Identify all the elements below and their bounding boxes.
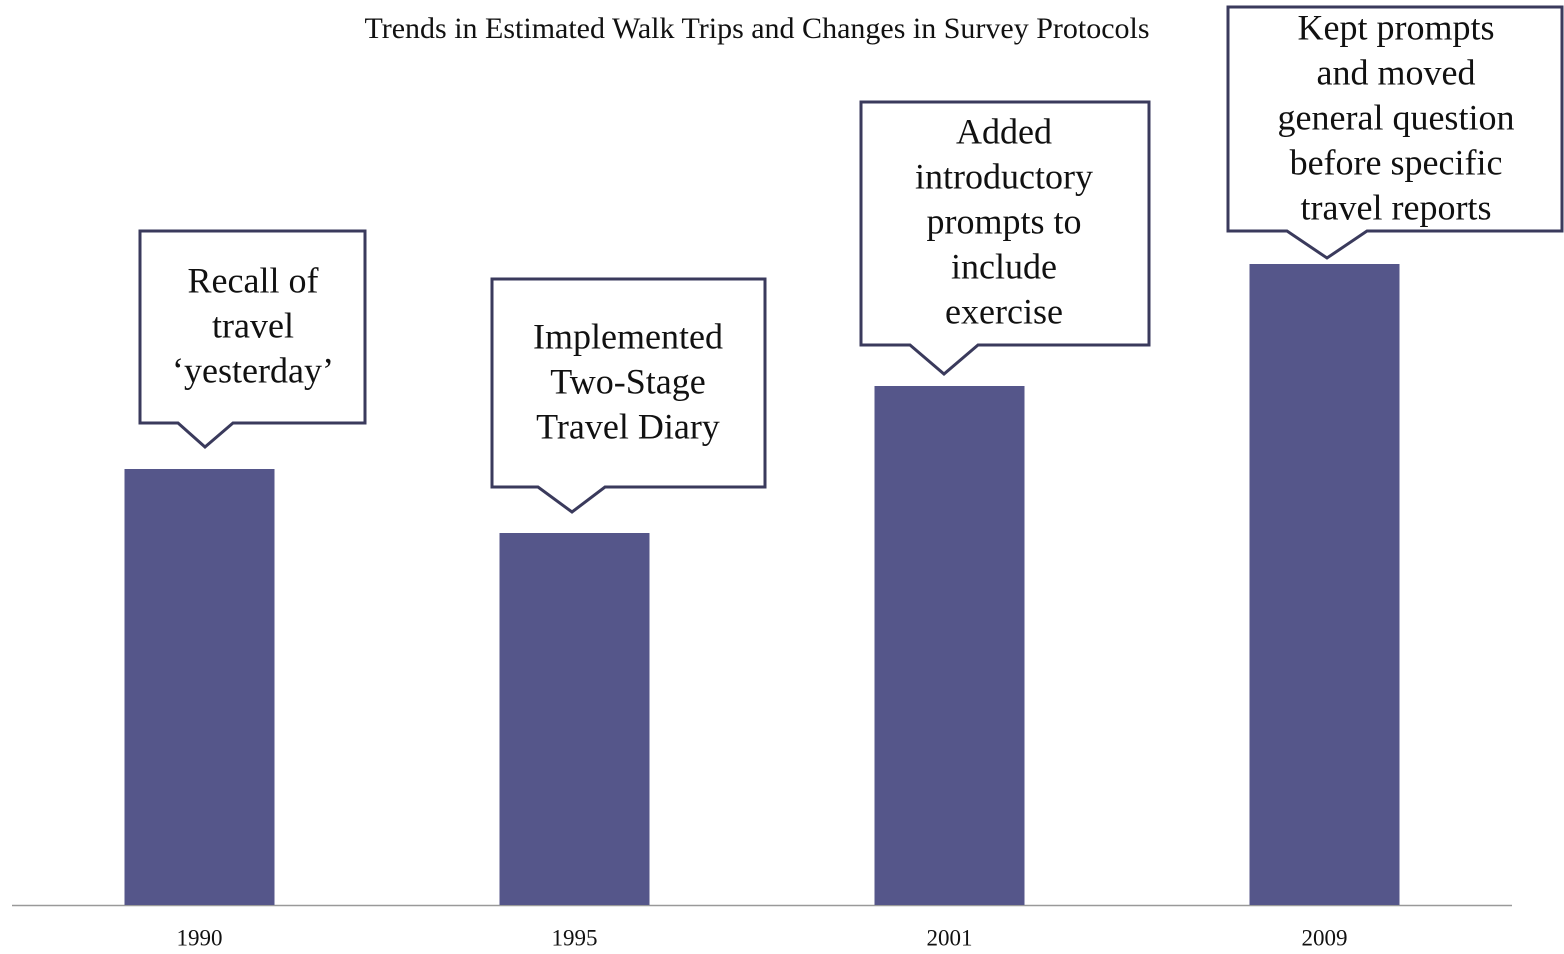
callout-text: general question bbox=[1278, 97, 1515, 137]
callout-text: Kept prompts bbox=[1298, 7, 1495, 47]
callout-box bbox=[859, 100, 1151, 376]
callout-text: ‘yesterday’ bbox=[172, 350, 334, 390]
bar bbox=[499, 533, 650, 905]
x-tick-label: 2001 bbox=[927, 925, 973, 950]
callout-text: before specific bbox=[1290, 142, 1503, 182]
callout-text: include bbox=[951, 246, 1057, 286]
callout-text: Added bbox=[956, 111, 1052, 151]
x-tick-label: 1995 bbox=[552, 925, 598, 950]
callout-text: Implemented bbox=[533, 316, 723, 356]
callout-text: Recall of bbox=[188, 260, 319, 300]
callout-text: travel bbox=[212, 305, 294, 345]
callout-text: Two-Stage bbox=[550, 361, 705, 401]
callout-text: and moved bbox=[1317, 52, 1476, 92]
bar bbox=[874, 386, 1025, 905]
callout-box bbox=[490, 277, 767, 514]
callout-text: introductory bbox=[915, 156, 1093, 196]
bar bbox=[1249, 264, 1400, 905]
callout-box bbox=[138, 229, 367, 449]
chart-title: Trends in Estimated Walk Trips and Chang… bbox=[364, 12, 1149, 45]
bar bbox=[124, 469, 275, 905]
callout-text: exercise bbox=[945, 291, 1063, 331]
x-tick-label: 2009 bbox=[1302, 925, 1348, 950]
callout-box bbox=[1226, 5, 1564, 260]
x-tick-label: 1990 bbox=[177, 925, 223, 950]
callout-text: travel reports bbox=[1301, 187, 1492, 227]
callout-text: prompts to bbox=[926, 201, 1081, 241]
callout-text: Travel Diary bbox=[536, 406, 720, 446]
